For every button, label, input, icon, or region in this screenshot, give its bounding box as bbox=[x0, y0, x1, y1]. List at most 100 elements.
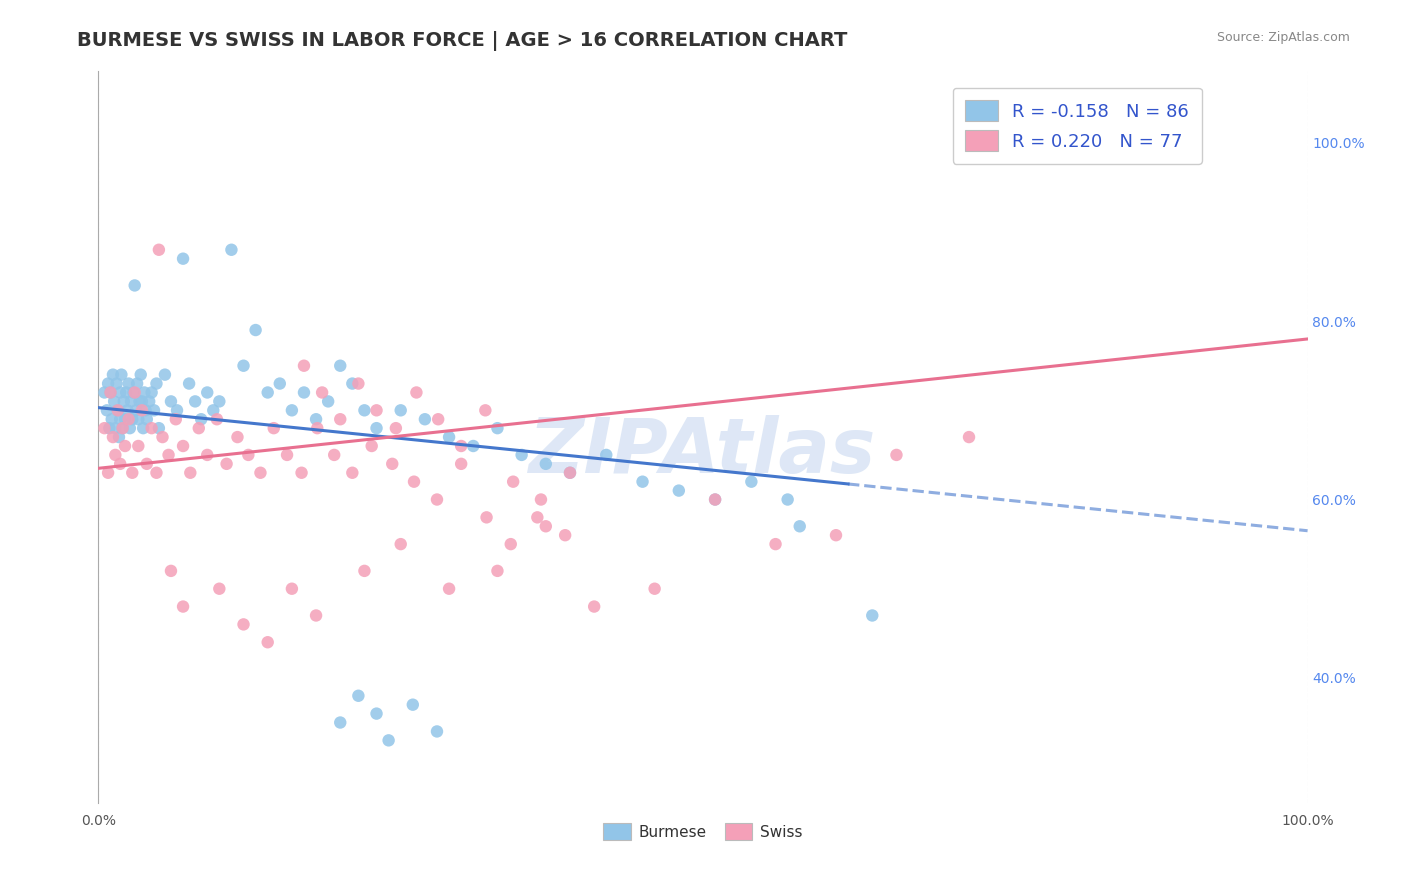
Point bbox=[290, 466, 312, 480]
Point bbox=[118, 421, 141, 435]
Point bbox=[208, 582, 231, 596]
Point bbox=[101, 368, 124, 382]
Point bbox=[107, 403, 129, 417]
Point bbox=[347, 376, 370, 391]
Point bbox=[292, 385, 315, 400]
Point bbox=[120, 394, 142, 409]
Point bbox=[205, 412, 228, 426]
Point bbox=[93, 421, 115, 435]
Point bbox=[172, 599, 194, 614]
Point bbox=[765, 537, 787, 551]
Point bbox=[789, 519, 811, 533]
Point bbox=[108, 412, 131, 426]
Point bbox=[160, 564, 183, 578]
Point bbox=[402, 475, 425, 489]
Point bbox=[957, 430, 980, 444]
Point bbox=[329, 359, 352, 373]
Point bbox=[187, 421, 209, 435]
Text: Source: ZipAtlas.com: Source: ZipAtlas.com bbox=[1216, 31, 1350, 45]
Point bbox=[110, 368, 132, 382]
Point bbox=[475, 510, 498, 524]
Point bbox=[121, 466, 143, 480]
Point bbox=[179, 466, 201, 480]
Point bbox=[100, 412, 122, 426]
Point bbox=[389, 537, 412, 551]
Point bbox=[668, 483, 690, 498]
Point bbox=[98, 421, 121, 435]
Point bbox=[112, 394, 135, 409]
Point bbox=[499, 537, 522, 551]
Point bbox=[165, 412, 187, 426]
Point bbox=[148, 421, 170, 435]
Point bbox=[644, 582, 666, 596]
Point bbox=[263, 421, 285, 435]
Point bbox=[450, 457, 472, 471]
Point bbox=[122, 385, 145, 400]
Point bbox=[131, 394, 153, 409]
Point bbox=[134, 385, 156, 400]
Point bbox=[107, 403, 129, 417]
Point bbox=[486, 421, 509, 435]
Point bbox=[311, 385, 333, 400]
Point bbox=[502, 475, 524, 489]
Point bbox=[115, 385, 138, 400]
Point bbox=[389, 403, 412, 417]
Point bbox=[360, 439, 382, 453]
Point bbox=[256, 635, 278, 649]
Point bbox=[101, 430, 124, 444]
Point bbox=[153, 368, 176, 382]
Point bbox=[108, 457, 131, 471]
Point bbox=[172, 439, 194, 453]
Point bbox=[135, 403, 157, 417]
Point bbox=[148, 243, 170, 257]
Point bbox=[135, 412, 157, 426]
Point bbox=[276, 448, 298, 462]
Point bbox=[366, 403, 388, 417]
Point bbox=[141, 421, 163, 435]
Point bbox=[534, 519, 557, 533]
Point bbox=[221, 243, 243, 257]
Point bbox=[103, 394, 125, 409]
Point bbox=[100, 385, 122, 400]
Point bbox=[450, 439, 472, 453]
Point bbox=[347, 689, 370, 703]
Point bbox=[281, 403, 304, 417]
Point bbox=[118, 412, 141, 426]
Point bbox=[118, 376, 141, 391]
Point bbox=[104, 448, 127, 462]
Point bbox=[127, 376, 149, 391]
Point bbox=[381, 457, 404, 471]
Point bbox=[117, 403, 139, 417]
Point bbox=[105, 376, 128, 391]
Point bbox=[232, 359, 254, 373]
Point bbox=[583, 599, 606, 614]
Point bbox=[860, 608, 883, 623]
Point bbox=[256, 385, 278, 400]
Point bbox=[342, 466, 364, 480]
Point bbox=[245, 323, 267, 337]
Point bbox=[232, 617, 254, 632]
Point bbox=[114, 412, 136, 426]
Point bbox=[292, 359, 315, 373]
Text: BURMESE VS SWISS IN LABOR FORCE | AGE > 16 CORRELATION CHART: BURMESE VS SWISS IN LABOR FORCE | AGE > … bbox=[77, 31, 848, 51]
Point bbox=[316, 394, 339, 409]
Point bbox=[377, 733, 399, 747]
Point bbox=[124, 385, 146, 400]
Point bbox=[704, 492, 727, 507]
Point bbox=[127, 439, 149, 453]
Point bbox=[329, 412, 352, 426]
Point bbox=[385, 421, 408, 435]
Point bbox=[143, 403, 166, 417]
Point bbox=[145, 376, 167, 391]
Point bbox=[127, 412, 149, 426]
Point bbox=[437, 430, 460, 444]
Point bbox=[437, 582, 460, 596]
Point bbox=[402, 698, 425, 712]
Point bbox=[281, 582, 304, 596]
Point bbox=[427, 412, 450, 426]
Point bbox=[135, 457, 157, 471]
Point bbox=[141, 385, 163, 400]
Point bbox=[114, 439, 136, 453]
Point bbox=[530, 492, 553, 507]
Point bbox=[124, 278, 146, 293]
